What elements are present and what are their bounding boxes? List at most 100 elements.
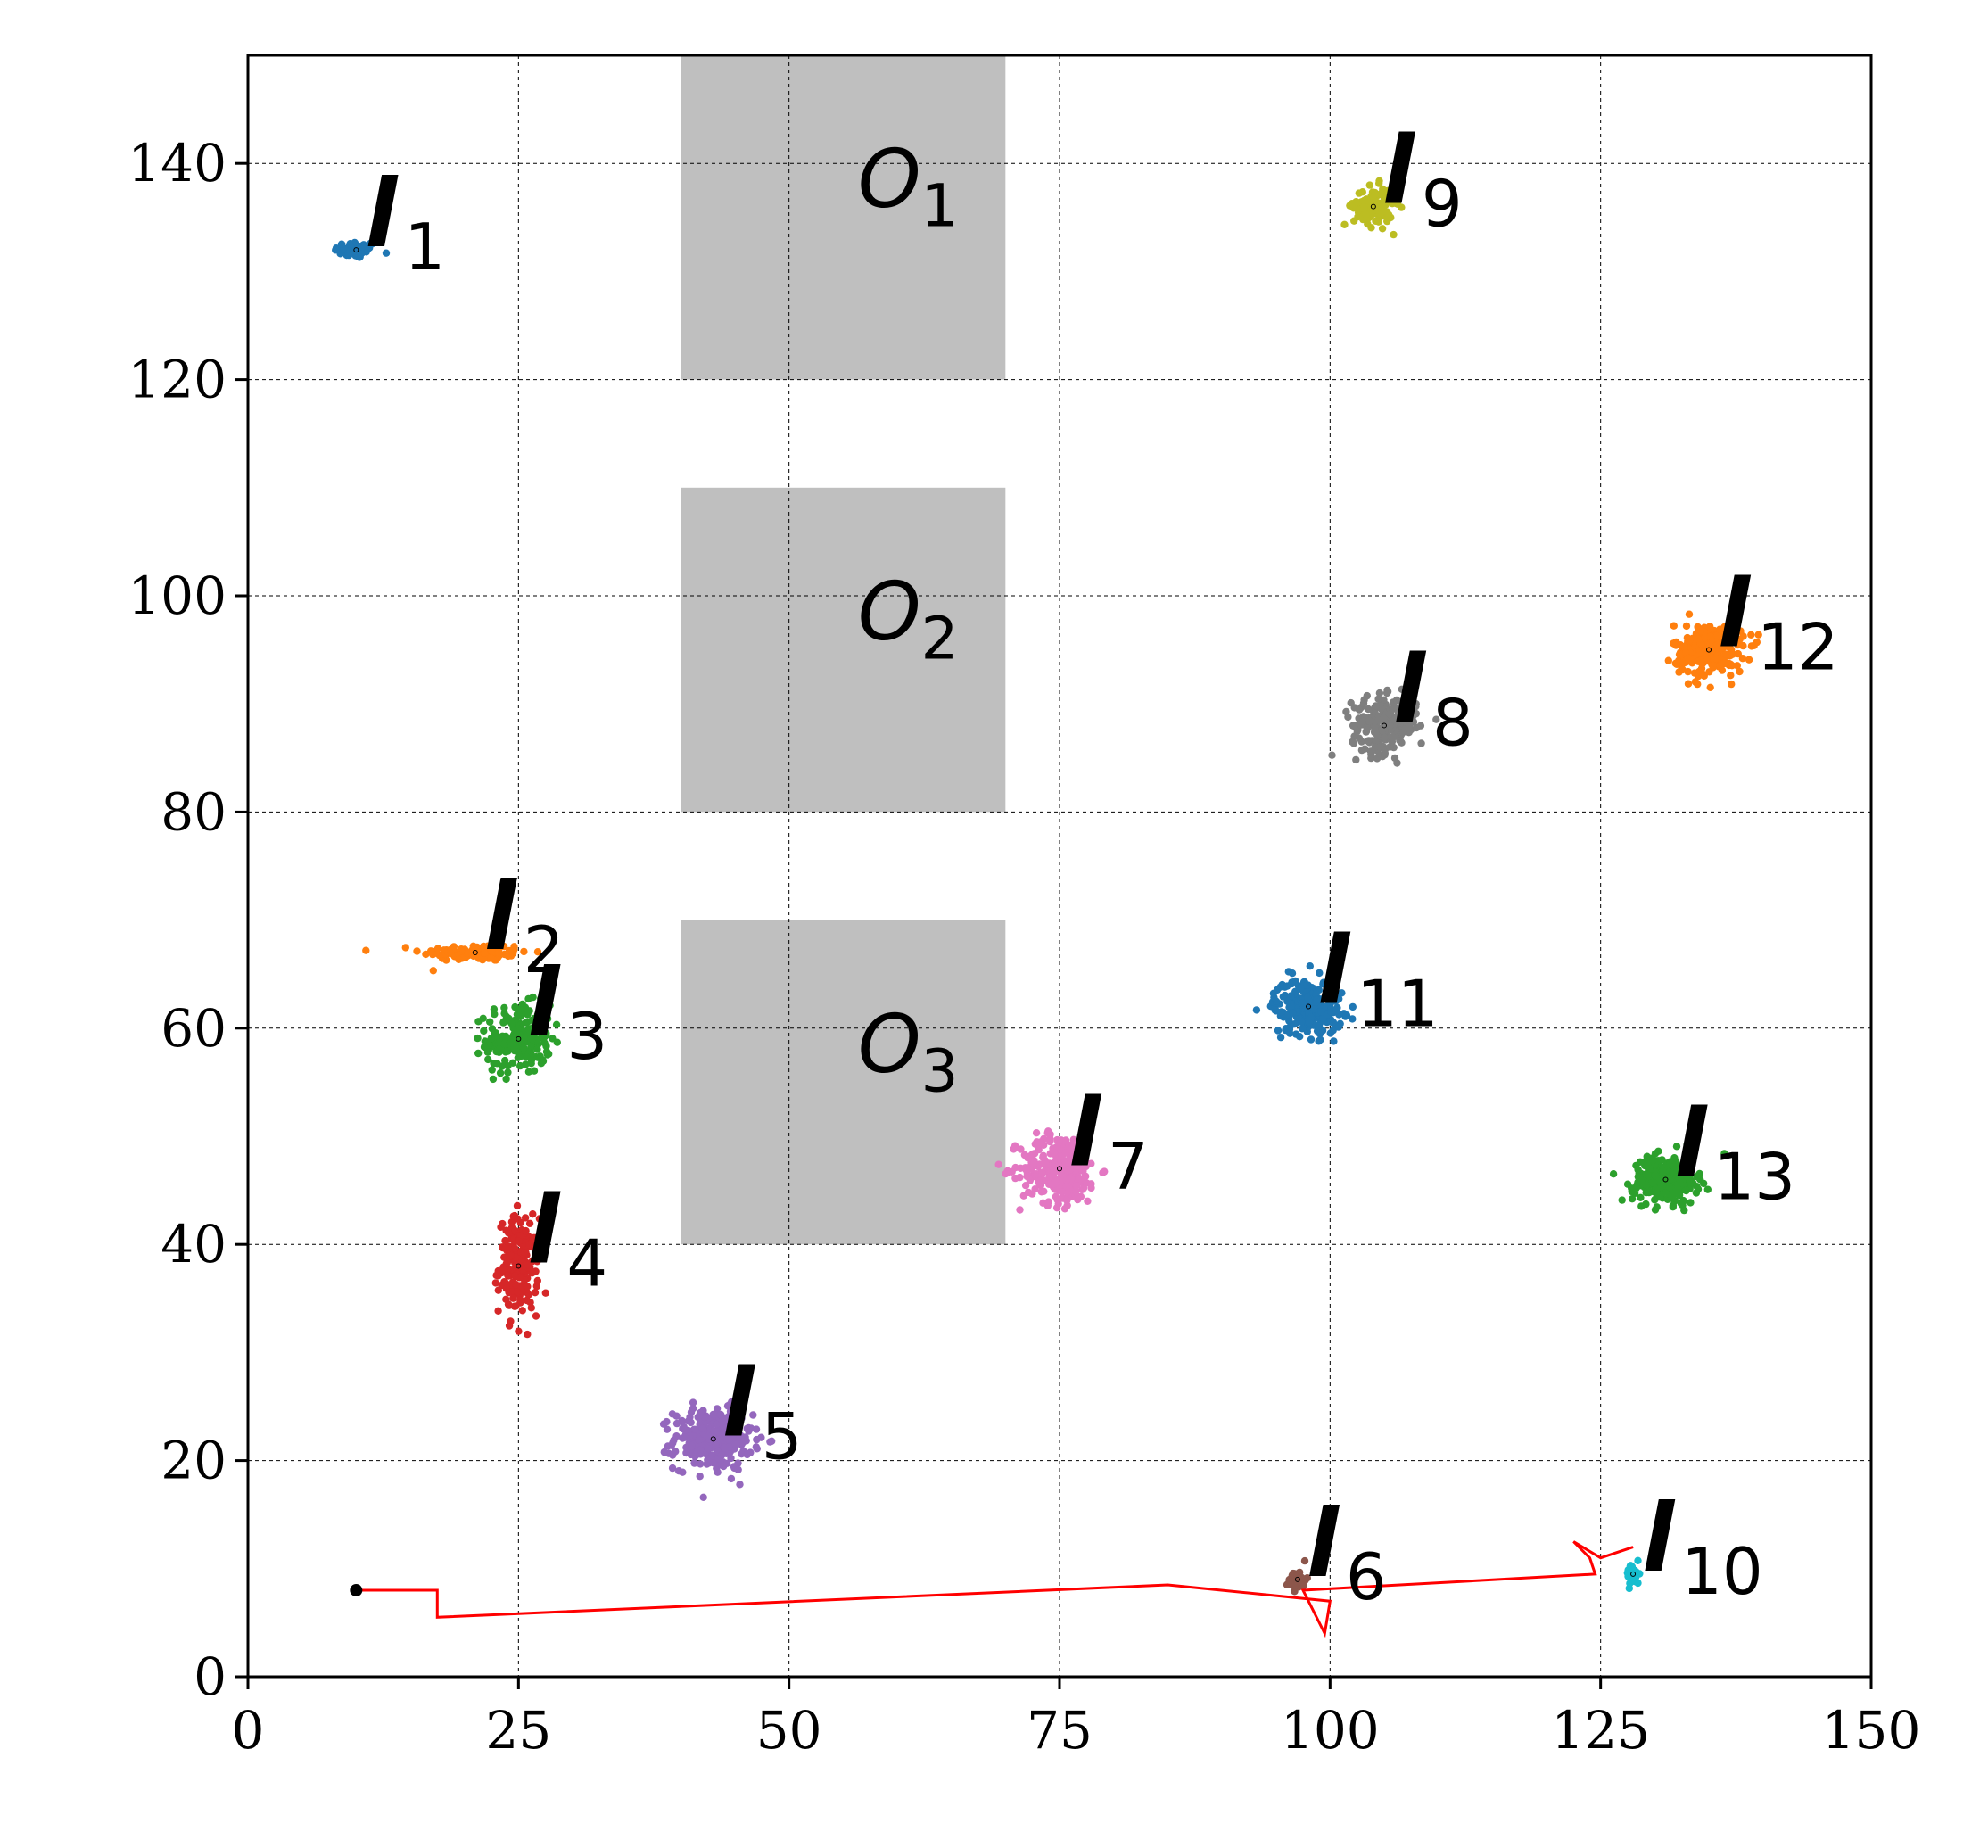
landmark-point — [1039, 1199, 1047, 1208]
landmark-point — [1413, 723, 1421, 732]
landmark-point — [1316, 969, 1324, 978]
landmark-center — [710, 1436, 716, 1442]
landmark-point — [705, 1432, 713, 1440]
landmark-point — [1712, 655, 1720, 663]
landmark-point — [541, 1289, 549, 1297]
landmark-point — [1642, 1181, 1650, 1189]
landmark-point — [713, 1428, 721, 1436]
landmark-point — [507, 1251, 515, 1260]
landmark-number: 9 — [1422, 167, 1463, 242]
landmark-point — [680, 1423, 688, 1431]
landmark-symbol: l — [1674, 1089, 1708, 1198]
landmark-point — [516, 1273, 524, 1282]
landmark-point — [368, 240, 376, 248]
landmark-point — [533, 1276, 541, 1285]
landmark-point — [1684, 680, 1693, 688]
landmark-point — [1382, 208, 1391, 216]
landmark-point — [1297, 984, 1305, 992]
landmark-point — [727, 1474, 736, 1483]
landmark-point — [1747, 631, 1755, 639]
landmark-point — [726, 1407, 735, 1415]
landmark-point — [1349, 1015, 1357, 1023]
landmark-point — [491, 1279, 499, 1287]
x-tick-label: 0 — [232, 1700, 265, 1761]
landmark-point — [709, 1459, 717, 1467]
x-tick-label: 75 — [1027, 1700, 1093, 1761]
landmark-point — [1631, 1573, 1640, 1581]
landmark-point — [514, 1005, 523, 1014]
landmark-point — [1687, 1199, 1695, 1207]
landmark-point — [681, 1433, 689, 1441]
landmark-point — [515, 1237, 523, 1246]
x-tick-label: 25 — [485, 1700, 551, 1761]
landmark-point — [504, 1062, 512, 1070]
landmark-point — [533, 1011, 542, 1019]
landmark-point — [1032, 1170, 1041, 1178]
landmark-point — [474, 954, 483, 962]
landmark-point — [1642, 1200, 1650, 1209]
landmark-point — [1332, 991, 1340, 1000]
landmark-point — [684, 1417, 692, 1425]
landmark-point — [1645, 1188, 1654, 1197]
landmark-point — [1373, 755, 1382, 763]
landmark-point — [1696, 626, 1705, 635]
landmark-center — [1294, 1576, 1300, 1582]
landmark-point — [1669, 1194, 1677, 1203]
landmark-point — [1713, 631, 1721, 639]
landmark-point — [502, 1284, 510, 1292]
landmark-point — [1372, 729, 1381, 738]
landmark-point — [1271, 1006, 1279, 1014]
landmark-point — [484, 1055, 492, 1064]
landmark-point — [505, 1014, 513, 1023]
landmark-point — [1291, 987, 1299, 996]
landmark-cloud-12 — [1664, 610, 1762, 691]
landmark-point — [1344, 713, 1352, 722]
landmark-point — [1350, 217, 1358, 225]
landmark-point — [696, 1411, 704, 1419]
landmark-point — [687, 1408, 696, 1416]
landmark-point — [332, 246, 340, 254]
landmark-point — [1353, 727, 1362, 736]
landmark-point — [1680, 1206, 1688, 1215]
landmark-point — [1332, 977, 1341, 986]
landmark-point — [721, 1414, 729, 1423]
landmark-point — [743, 1424, 751, 1432]
landmark-point — [505, 1301, 514, 1309]
landmark-point — [1347, 698, 1355, 707]
landmark-point — [1022, 1166, 1030, 1175]
landmark-point — [1298, 999, 1307, 1007]
landmark-point — [1069, 1135, 1077, 1144]
landmark-point — [505, 1322, 514, 1330]
landmark-point — [1060, 1205, 1069, 1213]
landmark-cloud-5 — [659, 1398, 776, 1502]
landmark-point — [520, 947, 528, 956]
landmark-point — [1719, 644, 1727, 652]
landmark-point — [1021, 1182, 1030, 1190]
landmark-point — [524, 1261, 532, 1269]
landmark-center — [1306, 1003, 1312, 1010]
landmark-point — [1683, 1141, 1691, 1149]
landmark-point — [1609, 1170, 1618, 1178]
landmark-point — [382, 249, 391, 257]
landmark-point — [1679, 1198, 1687, 1206]
landmark-point — [1046, 1137, 1054, 1146]
landmark-point — [1062, 1182, 1071, 1191]
landmark-point — [1687, 1161, 1695, 1169]
y-tick-label: 0 — [194, 1646, 227, 1707]
landmark-cloud-13 — [1609, 1141, 1728, 1215]
landmark-point — [1355, 189, 1364, 197]
landmark-point — [501, 1244, 510, 1252]
landmark-point — [1716, 625, 1724, 633]
landmark-point — [472, 945, 480, 953]
landmark-point — [1045, 1173, 1053, 1181]
landmark-point — [508, 947, 516, 956]
landmark-point — [1330, 1037, 1338, 1045]
landmark-point — [1637, 1193, 1645, 1202]
landmark-point — [1745, 656, 1753, 664]
landmark-point — [1027, 1152, 1036, 1161]
